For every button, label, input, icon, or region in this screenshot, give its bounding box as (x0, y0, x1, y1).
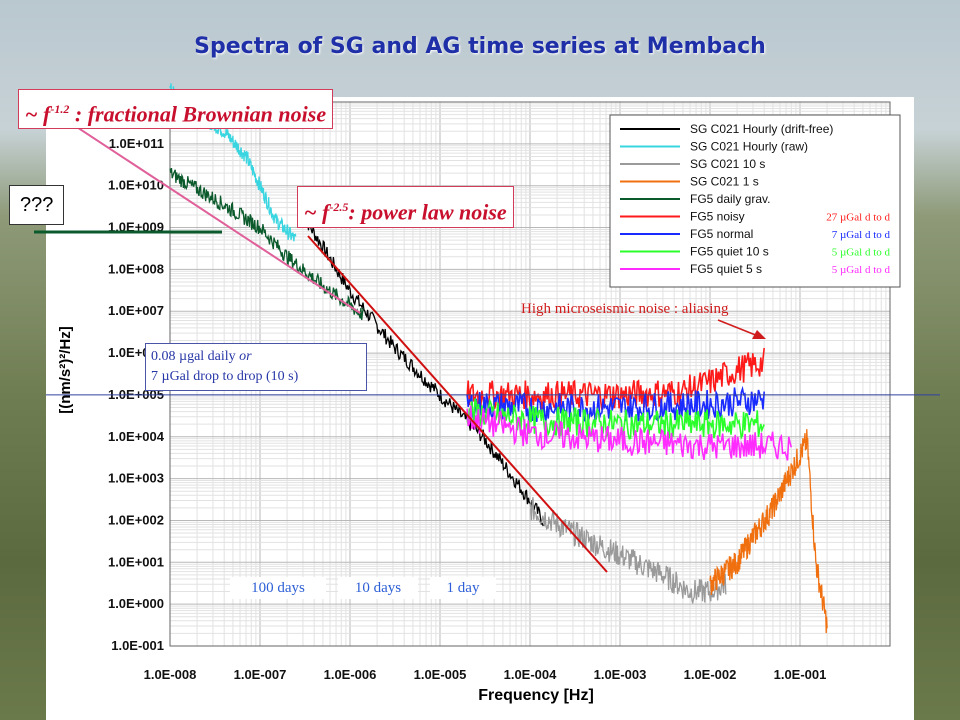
legend-entry: FG5 daily grav. (690, 192, 770, 206)
x-tick-label: 1.0E-005 (414, 667, 467, 682)
days-10-label: 10 days (338, 577, 418, 599)
fractional-prefix: ~ f (25, 101, 51, 127)
page-title: Spectra of SG and AG time series at Memb… (194, 34, 766, 59)
legend-entry: SG C021 Hourly (raw) (690, 140, 808, 154)
x-tick-label: 1.0E-002 (684, 667, 737, 682)
drop-note-line2: 7 µGal drop to drop (10 s) (151, 369, 299, 384)
microseismic-arrow-line (717, 319, 759, 337)
y-tick-label: 1.0E+001 (108, 554, 164, 569)
days-100-label: 100 days (230, 577, 326, 599)
chart-series (169, 83, 828, 634)
y-tick-label: 1.0E-001 (111, 638, 164, 653)
power-exponent: -2.5 (329, 200, 349, 214)
legend-note: 5 µGal d to d (832, 247, 891, 259)
legend-entry: FG5 quiet 5 s (690, 262, 762, 276)
drop-note-line1-a: 0.08 µgal daily (151, 349, 240, 364)
y-tick-label: 1.0E+010 (108, 178, 164, 193)
x-tick-label: 1.0E-004 (504, 667, 558, 682)
legend-entry: FG5 quiet 10 s (690, 245, 769, 259)
legend-entry: SG C021 Hourly (drift-free) (690, 122, 833, 136)
fractional-noise-annotation: ~ f-1.2 : fractional Brownian noise (18, 89, 334, 129)
y-tick-label: 1.0E+004 (108, 429, 165, 444)
axis-ticks: 1.0E-008 1.0E-007 1.0E-006 1.0E-005 1.0E-004… (108, 136, 826, 682)
y-tick-label: 1.0E+003 (108, 471, 164, 486)
y-tick-label: 1.0E+007 (108, 303, 164, 318)
x-axis-label: Frequency [Hz] (478, 687, 594, 704)
power-prefix: ~ f (304, 199, 330, 225)
series-line (466, 347, 765, 411)
series-line (169, 167, 364, 321)
x-tick-label: 1.0E-003 (594, 667, 647, 682)
fractional-suffix: : fractional Brownian noise (69, 101, 327, 127)
legend-entry: SG C021 1 s (690, 175, 759, 189)
series-line (709, 429, 828, 634)
drop-note-line1: 0.08 µgal daily or (151, 347, 361, 367)
legend-note: 27 µGal d to d (826, 212, 890, 224)
y-tick-label: 1.0E+008 (108, 261, 164, 276)
legend-entry: SG C021 10 s (690, 157, 765, 171)
microseismic-note: High microseismic noise : aliasing (521, 301, 729, 317)
legend-entry: FG5 noisy (690, 210, 745, 224)
legend-note: 7 µGal d to d (832, 229, 891, 241)
series-line (466, 385, 765, 424)
x-tick-label: 1.0E-008 (144, 667, 197, 682)
y-tick-label: 1.0E+011 (109, 136, 164, 151)
legend-entry: FG5 normal (690, 227, 753, 241)
drop-to-drop-note: 0.08 µgal daily or 7 µGal drop to drop (… (145, 343, 367, 391)
power-law-line (307, 235, 608, 573)
x-tick-label: 1.0E-007 (234, 667, 287, 682)
microseismic-arrow-head (752, 330, 766, 339)
power-suffix: : power law noise (348, 199, 507, 225)
series-line (529, 497, 727, 604)
fractional-noise-line (59, 115, 361, 314)
power-law-annotation: ~ f-2.5: power law noise (297, 186, 514, 228)
series-line (466, 405, 793, 461)
chart-legend: SG C021 Hourly (drift-free) SG C021 Hourl… (609, 114, 901, 288)
y-tick-label: 1.0E+002 (108, 512, 164, 527)
drop-note-or: or (239, 349, 252, 364)
series-line (302, 214, 544, 527)
y-axis-label: [(nm/s²)²/Hz] (57, 326, 74, 413)
legend-note: 5 µGal d to d (832, 264, 891, 276)
unknown-annotation: ??? (9, 185, 65, 225)
y-tick-label: 1.0E+000 (108, 596, 164, 611)
days-1-label: 1 day (430, 577, 496, 599)
legend-box (609, 114, 901, 288)
series-line (466, 398, 765, 441)
x-tick-label: 1.0E-001 (774, 667, 827, 682)
fractional-exponent: -1.2 (50, 102, 70, 116)
x-tick-label: 1.0E-006 (324, 667, 377, 682)
